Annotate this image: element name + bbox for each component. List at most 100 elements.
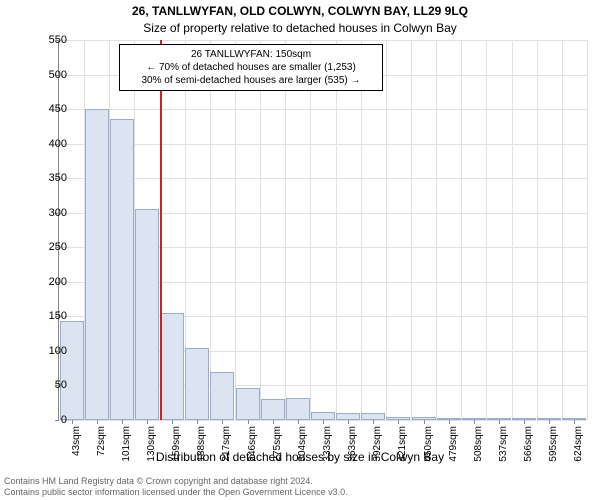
x-tick-mark [273,420,274,424]
chart-title-subtitle: Size of property relative to detached ho… [0,21,600,35]
annotation-box: 26 TANLLWYFAN: 150sqm ← 70% of detached … [119,44,383,91]
histogram-bar [160,313,184,420]
gridline-v [411,40,412,420]
histogram-bar [60,321,84,420]
gridline-v [537,40,538,420]
histogram-bar [110,119,134,420]
x-tick-mark [197,420,198,424]
gridline-v [235,40,236,420]
gridline-h [59,144,587,145]
x-tick-label: 188sqm [196,426,207,476]
histogram-bar [412,417,436,420]
x-tick-label: 566sqm [523,426,534,476]
x-tick-mark [147,420,148,424]
x-tick-mark [474,420,475,424]
x-tick-label: 450sqm [423,426,434,476]
x-tick-label: 101sqm [121,426,132,476]
y-tick-label: 500 [37,69,67,81]
histogram-bar [286,398,310,420]
histogram-bar [487,418,511,420]
x-tick-mark [248,420,249,424]
gridline-v [562,40,563,420]
y-tick-label: 350 [37,172,67,184]
x-tick-mark [549,420,550,424]
y-tick-label: 450 [37,103,67,115]
x-tick-label: 130sqm [146,426,157,476]
annotation-line1: 26 TANLLWYFAN: 150sqm [126,48,376,61]
x-tick-label: 363sqm [347,426,358,476]
gridline-v [285,40,286,420]
histogram-bar [562,418,586,420]
annotation-line3: 30% of semi-detached houses are larger (… [126,74,376,87]
y-tick-label: 250 [37,241,67,253]
gridline-v [486,40,487,420]
gridline-v [260,40,261,420]
x-tick-mark [222,420,223,424]
x-tick-label: 624sqm [573,426,584,476]
y-tick-label: 550 [37,34,67,46]
x-tick-mark [122,420,123,424]
y-tick-label: 150 [37,310,67,322]
x-tick-label: 595sqm [548,426,559,476]
x-tick-label: 246sqm [247,426,258,476]
x-tick-label: 159sqm [171,426,182,476]
gridline-v [210,40,211,420]
histogram-bar [537,418,561,420]
gridline-h [59,109,587,110]
y-tick-label: 50 [37,379,67,391]
histogram-bar [311,412,335,420]
gridline-v [436,40,437,420]
x-tick-label: 479sqm [448,426,459,476]
y-tick-label: 200 [37,276,67,288]
x-tick-label: 421sqm [397,426,408,476]
x-tick-label: 304sqm [297,426,308,476]
gridline-v [361,40,362,420]
x-tick-mark [499,420,500,424]
chart-container: 26, TANLLWYFAN, OLD COLWYN, COLWYN BAY, … [0,0,600,500]
x-tick-mark [172,420,173,424]
x-tick-mark [298,420,299,424]
x-tick-label: 43sqm [71,426,82,476]
histogram-bar [85,109,109,420]
y-tick-label: 0 [37,414,67,426]
x-tick-label: 508sqm [473,426,484,476]
histogram-bar [386,417,410,420]
footer-line1: Contains HM Land Registry data © Crown c… [4,476,348,487]
histogram-bar [437,418,461,420]
x-tick-mark [72,420,73,424]
histogram-bar [336,413,360,420]
x-tick-label: 333sqm [322,426,333,476]
histogram-bar [135,209,159,420]
x-tick-mark [449,420,450,424]
x-tick-mark [97,420,98,424]
histogram-bar [361,413,385,420]
histogram-bar [512,418,536,420]
x-tick-mark [323,420,324,424]
x-tick-mark [373,420,374,424]
annotation-line2: ← 70% of detached houses are smaller (1,… [126,61,376,74]
histogram-bar [185,348,209,420]
x-tick-label: 72sqm [96,426,107,476]
plot-area: 26 TANLLWYFAN: 150sqm ← 70% of detached … [58,40,587,421]
footer-line2: Contains public sector information licen… [4,487,348,498]
footer-text: Contains HM Land Registry data © Crown c… [4,476,348,498]
y-tick-label: 100 [37,345,67,357]
y-tick-label: 300 [37,207,67,219]
x-tick-mark [574,420,575,424]
gridline-v [461,40,462,420]
x-tick-label: 537sqm [498,426,509,476]
x-tick-mark [524,420,525,424]
x-tick-mark [398,420,399,424]
marker-line [160,40,162,420]
gridline-h [59,40,587,41]
gridline-v [386,40,387,420]
x-tick-label: 275sqm [272,426,283,476]
histogram-bar [210,372,234,420]
gridline-v [512,40,513,420]
y-tick-label: 400 [37,138,67,150]
x-tick-label: 392sqm [372,426,383,476]
gridline-v [587,40,588,420]
histogram-bar [236,388,260,420]
histogram-bar [462,418,486,420]
x-tick-label: 217sqm [221,426,232,476]
